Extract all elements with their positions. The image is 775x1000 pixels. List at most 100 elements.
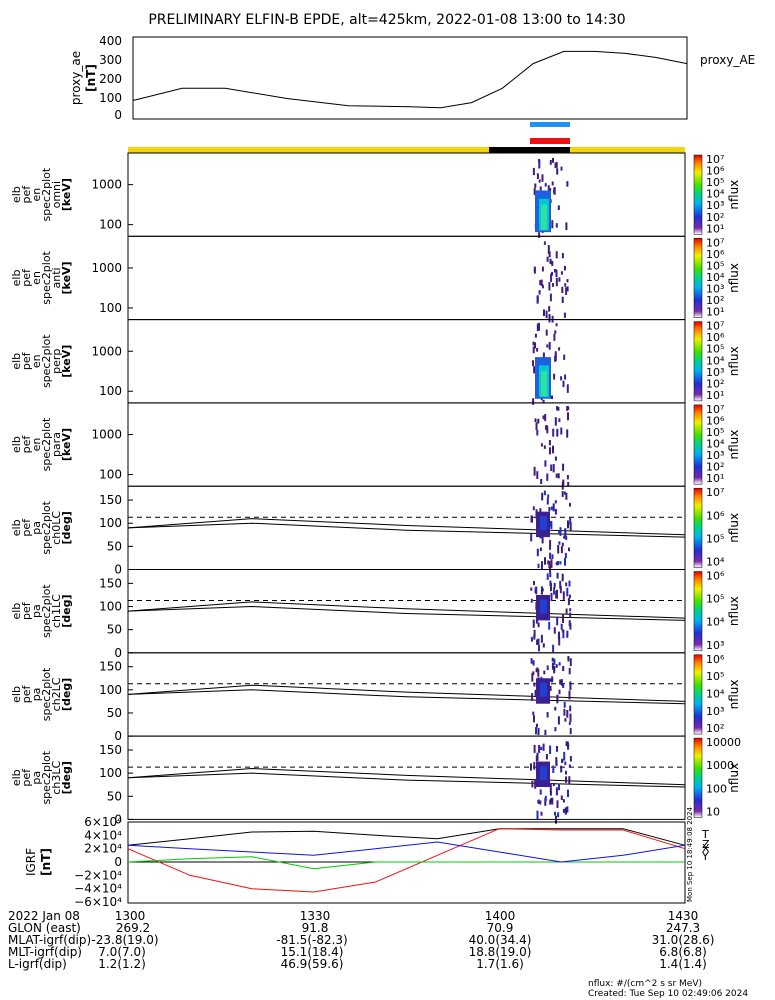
spectrogram-cell bbox=[562, 666, 565, 672]
spectrogram-cell bbox=[548, 282, 551, 291]
spectrogram-cell bbox=[560, 623, 563, 630]
panel-ylabel: ch2LC bbox=[50, 677, 63, 711]
spectrogram-cell bbox=[563, 354, 566, 360]
spectrogram-cell bbox=[551, 662, 554, 670]
panel-proxy-ae: proxy_ae [nT] 400 300 200 100 0 proxy_AE bbox=[69, 34, 755, 122]
spectrogram-cell bbox=[553, 582, 556, 588]
spectrogram-cell bbox=[569, 608, 572, 612]
ytick-label: 0 bbox=[114, 646, 122, 660]
spectrogram-cell bbox=[556, 589, 558, 599]
spectrogram-cell bbox=[530, 763, 532, 771]
panel-frame bbox=[127, 485, 686, 571]
spectrogram-cell bbox=[545, 329, 548, 336]
spectrogram-cell bbox=[534, 418, 537, 422]
spectrogram-cell bbox=[554, 417, 557, 426]
spectrogram-cell bbox=[551, 395, 553, 399]
panel-ylabel: [keV] bbox=[60, 345, 73, 378]
spectrogram-cell bbox=[548, 621, 551, 630]
science-zone-bar-blue bbox=[530, 122, 570, 127]
panel-ylabel: [deg] bbox=[60, 678, 73, 711]
colorbar-label: nflux bbox=[727, 680, 741, 710]
spectrogram-cell bbox=[564, 718, 567, 722]
spectrogram-cell bbox=[540, 478, 543, 484]
colorbar-label: nflux bbox=[727, 430, 741, 460]
colorbar-tick: 10⁴ bbox=[706, 354, 725, 367]
spectrogram-cell bbox=[533, 682, 536, 687]
spectrogram-cell bbox=[532, 341, 535, 346]
panel-ylabel: pef bbox=[20, 351, 33, 370]
colorbar-tick: 100 bbox=[706, 782, 727, 795]
spectrogram-cell bbox=[554, 269, 556, 273]
cell: 18.8(19.0) bbox=[469, 945, 532, 959]
spectrogram-cell bbox=[536, 639, 539, 645]
spectrogram-cell bbox=[559, 585, 562, 594]
spectrogram-cell bbox=[566, 630, 569, 635]
spectrogram-cell bbox=[569, 681, 572, 691]
spectrogram-cell bbox=[550, 798, 553, 803]
spectrogram-cell bbox=[562, 479, 565, 485]
spectrogram-cell bbox=[557, 545, 560, 554]
panel-ylabel: pef bbox=[20, 601, 33, 620]
colorbar-tick: 10⁴ bbox=[706, 616, 725, 629]
spectrogram-cell bbox=[557, 635, 560, 640]
ytick-label: 1000 bbox=[91, 178, 122, 192]
spectrogram-cell bbox=[546, 712, 549, 718]
spectrogram-cell bbox=[544, 795, 547, 802]
spectrogram-cell bbox=[548, 251, 551, 258]
panel-ylabel: pa bbox=[30, 771, 43, 785]
cell: 7.0(7.0) bbox=[98, 945, 146, 959]
ytick-label: 100 bbox=[99, 91, 122, 105]
colorbar-tick: 10⁶ bbox=[706, 414, 725, 427]
spectrogram-cell bbox=[530, 533, 533, 542]
colorbar-tick: 10³ bbox=[706, 639, 724, 652]
spectrogram-cell bbox=[544, 183, 547, 187]
cell: 1.4(1.4) bbox=[659, 957, 707, 971]
spectrogram-cell bbox=[555, 269, 558, 278]
panel-ylabel: elb bbox=[10, 686, 23, 703]
spectrogram-cell bbox=[536, 618, 539, 623]
spectrogram-cell bbox=[556, 746, 558, 752]
spectrogram-cell bbox=[564, 265, 566, 271]
spectrogram-cell bbox=[548, 306, 551, 312]
spectrogram-cell bbox=[569, 705, 572, 712]
panel-ylabel: anti bbox=[50, 267, 63, 288]
spectrogram-cell bbox=[560, 795, 563, 800]
ytick-label: 6×10⁴ bbox=[84, 815, 122, 829]
colorbar-tick: 10¹ bbox=[706, 306, 724, 319]
spectrogram-cell bbox=[565, 741, 568, 746]
spectrogram-cell bbox=[546, 256, 549, 262]
colorbar-tick: 10⁷ bbox=[706, 486, 724, 499]
colorbar bbox=[693, 571, 703, 652]
panel-ylabel: proxy_ae bbox=[69, 51, 83, 105]
panel-ylabel: spec2plot bbox=[40, 334, 53, 388]
cell: 31.0(28.6) bbox=[652, 933, 715, 947]
spectrogram-cell bbox=[561, 573, 564, 582]
spectrogram-cell bbox=[568, 764, 571, 768]
spectrogram-cell bbox=[538, 232, 541, 238]
spectrogram-cell bbox=[549, 293, 552, 302]
colorbar-tick: 10³ bbox=[706, 366, 724, 379]
panel-ylabel: perp bbox=[50, 349, 63, 374]
spectrogram-cell bbox=[530, 658, 533, 664]
cell: -81.5(-82.3) bbox=[276, 933, 347, 947]
spectrogram-cell bbox=[564, 761, 567, 766]
spectrogram-cell bbox=[562, 808, 565, 813]
spectrogram-cell bbox=[569, 658, 572, 667]
ytick-label: 150 bbox=[99, 660, 122, 674]
spectrogram-cell bbox=[566, 181, 569, 187]
spectrogram-cell bbox=[537, 418, 540, 424]
spectrogram-cell bbox=[536, 810, 539, 820]
spectrogram-cell bbox=[567, 743, 570, 750]
panel-ylabel: pa bbox=[30, 604, 43, 618]
panel-ylabel-unit: [nT] bbox=[39, 848, 53, 876]
spectrogram-cell bbox=[532, 506, 535, 511]
spectrogram-cell bbox=[536, 723, 538, 728]
spectrogram-cell bbox=[540, 746, 543, 751]
row-label: L-igrf(dip) bbox=[8, 957, 67, 971]
spectrogram-cell bbox=[548, 561, 551, 568]
spectrogram-cell bbox=[561, 629, 564, 633]
spectrogram-cell bbox=[558, 662, 561, 666]
spectrogram-cell bbox=[567, 656, 570, 662]
spectrogram-cell bbox=[553, 333, 556, 341]
